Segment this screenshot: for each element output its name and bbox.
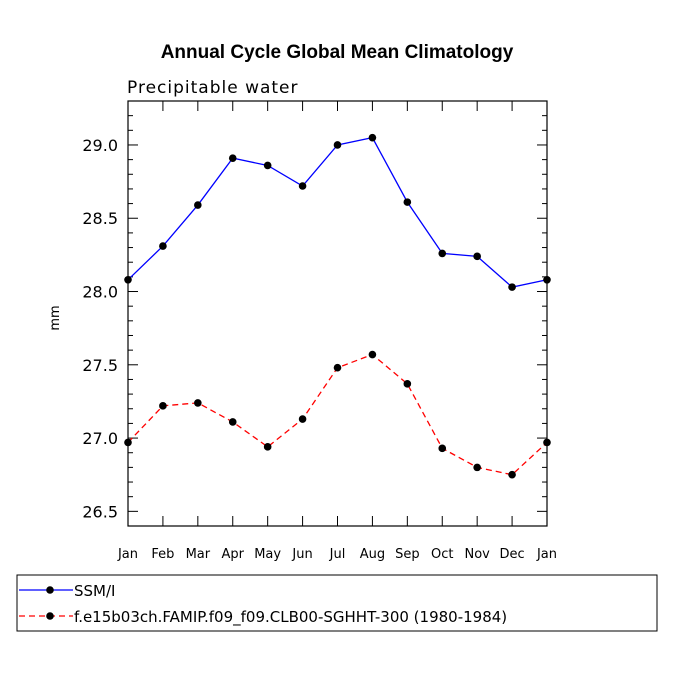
legend-entry-2: f.e15b03ch.FAMIP.f09_f09.CLB00-SGHHT-300… [19, 608, 507, 627]
data-point [368, 350, 377, 359]
chart-title: Annual Cycle Global Mean Climatology [161, 42, 514, 63]
y-tick-label: 27.0 [82, 429, 118, 448]
data-point [368, 133, 377, 142]
data-point [473, 463, 481, 472]
data-point [124, 438, 132, 447]
data-point [508, 470, 516, 479]
x-tick-label: Jun [291, 547, 312, 562]
y-tick-labels: 26.5 27.0 27.5 28.0 28.5 29.0 [82, 136, 118, 521]
data-point [263, 161, 272, 170]
data-point [159, 242, 167, 250]
y-tick-label: 29.0 [82, 136, 118, 155]
series-line [127, 353, 548, 476]
legend-entry-1: SSM/I [19, 582, 115, 600]
data-point [473, 252, 481, 261]
legend-marker [46, 586, 54, 594]
data-point [228, 418, 237, 426]
x-tick-label: Oct [431, 547, 453, 562]
plot-frame [127, 100, 548, 527]
x-tick-label: Jul [329, 547, 346, 562]
y-tick-label: 28.0 [82, 283, 118, 302]
data-point [508, 283, 516, 291]
data-point [543, 275, 551, 284]
data-point [263, 443, 272, 451]
data-point [403, 380, 412, 388]
data-point [403, 198, 412, 206]
x-tick-label: May [254, 547, 281, 562]
data-point [124, 275, 132, 284]
data-point [159, 402, 167, 410]
series-layer [124, 133, 551, 479]
series-1 [124, 133, 551, 291]
data-point [194, 399, 202, 407]
x-tick-label: Sep [395, 547, 420, 562]
x-tick-label: Jan [536, 547, 557, 562]
data-point [194, 201, 202, 209]
x-tick-label: Feb [151, 547, 174, 562]
data-point [543, 438, 551, 447]
y-tick-label: 27.5 [82, 356, 118, 375]
x-tick-label: Nov [464, 547, 490, 562]
legend: SSM/I f.e15b03ch.FAMIP.f09_f09.CLB00-SGHH… [16, 574, 658, 632]
data-point [438, 444, 447, 453]
legend-box [16, 574, 658, 632]
data-point [333, 363, 342, 372]
axis-ticks [127, 100, 548, 527]
x-tick-label: Jan [117, 547, 138, 562]
x-tick-label: Apr [222, 547, 245, 562]
x-tick-labels: Jan Feb Mar Apr May Jun Jul Aug Sep Oct Nov Dec Jan [117, 547, 557, 562]
x-tick-label: Dec [500, 547, 525, 562]
y-axis-label: mm [48, 305, 63, 330]
data-point [298, 415, 307, 423]
x-tick-label: Mar [186, 547, 211, 562]
legend-marker [46, 612, 54, 620]
data-point [438, 249, 447, 258]
legend-label: SSM/I [74, 582, 115, 600]
legend-label: f.e15b03ch.FAMIP.f09_f09.CLB00-SGHHT-300… [74, 608, 507, 627]
legend-entries: SSM/I f.e15b03ch.FAMIP.f09_f09.CLB00-SGHH… [19, 582, 507, 627]
x-tick-label: Aug [360, 547, 385, 562]
y-tick-label: 26.5 [82, 502, 118, 521]
series-2 [124, 350, 551, 479]
series-line [127, 136, 548, 288]
data-point [298, 182, 307, 190]
chart-subtitle: Precipitable water [127, 78, 299, 98]
y-tick-label: 28.5 [82, 209, 118, 228]
data-point [333, 141, 342, 149]
data-point [228, 154, 237, 162]
